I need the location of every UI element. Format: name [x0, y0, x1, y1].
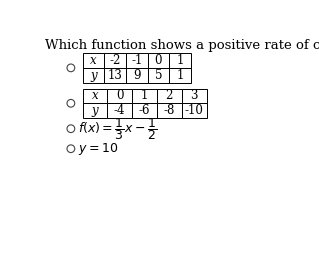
- Text: 5: 5: [155, 69, 162, 82]
- Text: 1: 1: [176, 54, 184, 67]
- Bar: [83, 68, 104, 82]
- Text: $y = 10$: $y = 10$: [78, 141, 118, 157]
- Text: $f(x) = \dfrac{1}{3}x - \dfrac{1}{2}$: $f(x) = \dfrac{1}{3}x - \dfrac{1}{2}$: [78, 116, 157, 142]
- Bar: [132, 89, 157, 103]
- Text: 13: 13: [108, 69, 122, 82]
- Circle shape: [67, 100, 75, 107]
- Bar: [104, 68, 126, 82]
- Text: -6: -6: [139, 104, 150, 117]
- Text: 9: 9: [133, 69, 140, 82]
- Text: x: x: [92, 89, 98, 102]
- Text: -8: -8: [164, 104, 175, 117]
- Bar: [104, 53, 126, 68]
- Bar: [107, 103, 132, 118]
- Bar: [83, 89, 107, 103]
- Text: -2: -2: [109, 54, 121, 67]
- Circle shape: [67, 145, 75, 153]
- Text: 1: 1: [176, 69, 184, 82]
- Text: 0: 0: [155, 54, 162, 67]
- Bar: [169, 53, 191, 68]
- Bar: [157, 103, 182, 118]
- Bar: [107, 89, 132, 103]
- Text: -10: -10: [185, 104, 204, 117]
- Text: 2: 2: [166, 89, 173, 102]
- Bar: [132, 103, 157, 118]
- Text: x: x: [90, 54, 97, 67]
- Text: y: y: [92, 104, 98, 117]
- Bar: [148, 68, 169, 82]
- Bar: [126, 68, 148, 82]
- Bar: [83, 53, 104, 68]
- Bar: [126, 53, 148, 68]
- Bar: [148, 53, 169, 68]
- Circle shape: [67, 125, 75, 133]
- Bar: [157, 89, 182, 103]
- Bar: [169, 68, 191, 82]
- Text: -4: -4: [114, 104, 125, 117]
- Bar: [83, 103, 107, 118]
- Text: y: y: [90, 69, 97, 82]
- Text: 1: 1: [141, 89, 148, 102]
- Text: -1: -1: [131, 54, 143, 67]
- Text: 0: 0: [116, 89, 123, 102]
- Bar: [182, 103, 206, 118]
- Text: Which function shows a positive rate of change?: Which function shows a positive rate of …: [45, 39, 319, 52]
- Bar: [182, 89, 206, 103]
- Circle shape: [67, 64, 75, 72]
- Text: 3: 3: [190, 89, 198, 102]
